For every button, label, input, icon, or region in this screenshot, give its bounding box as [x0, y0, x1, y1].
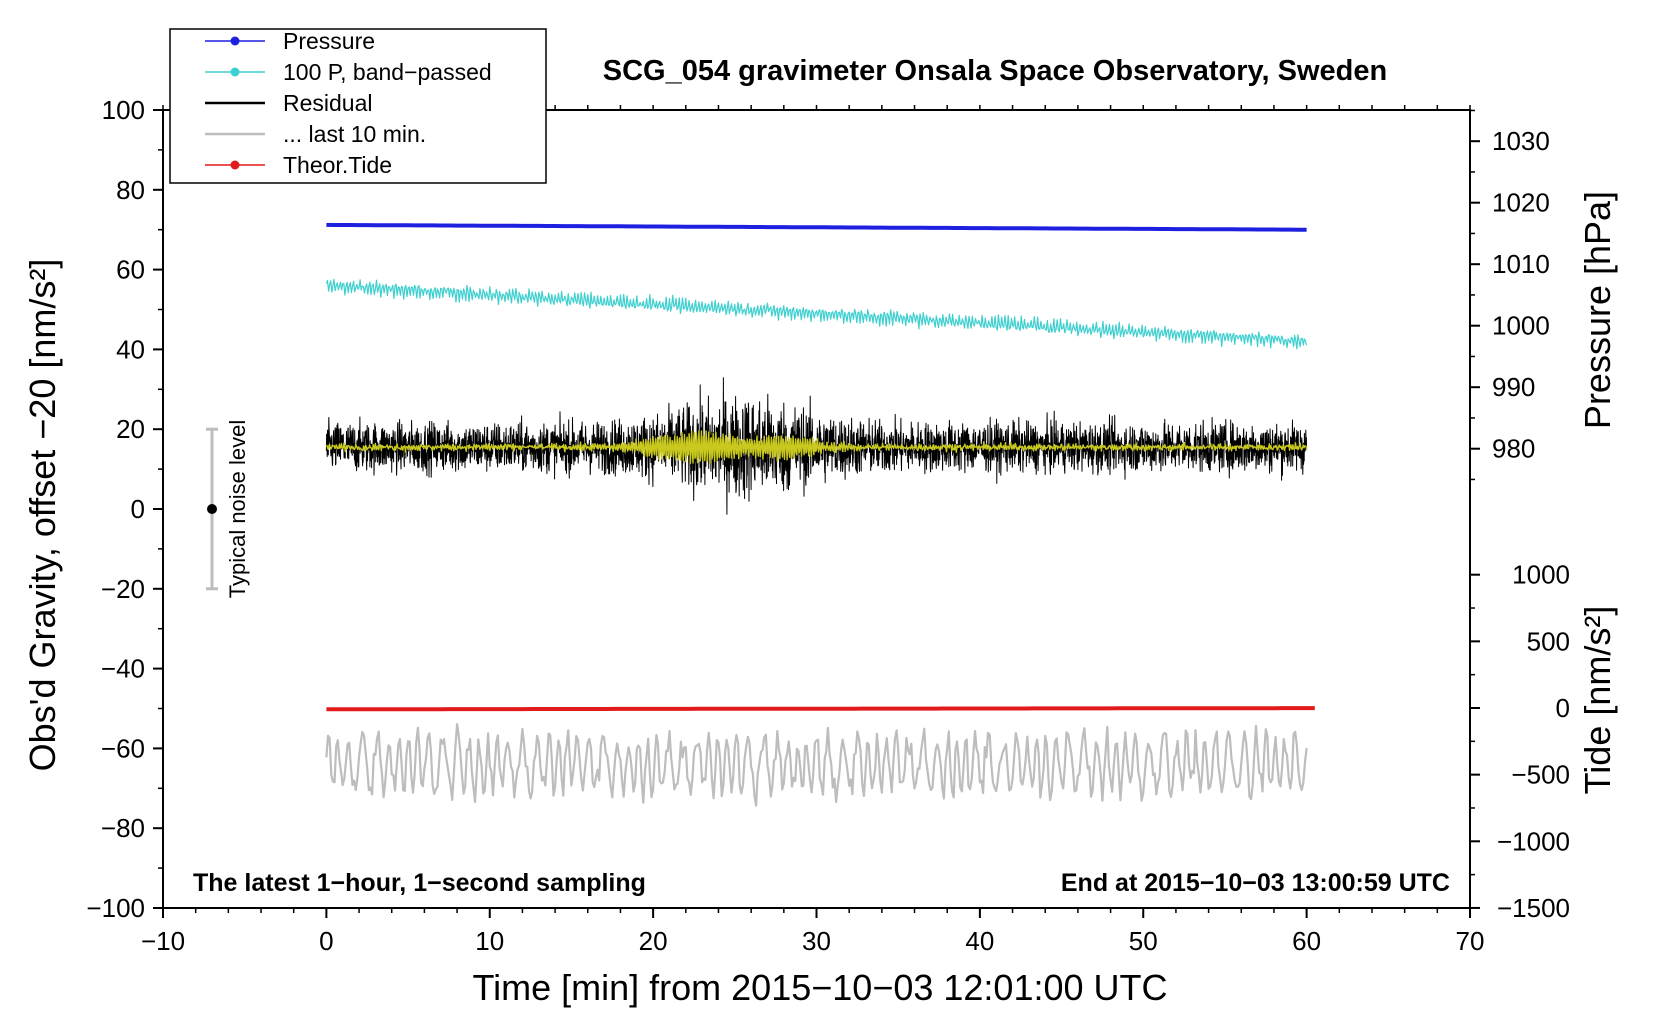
pressure-tick-label: 1030: [1492, 126, 1550, 156]
noise-bar-center-dot: [207, 504, 218, 514]
series-theoretical-tide: [326, 706, 1315, 712]
y-tick-label: 60: [116, 255, 145, 285]
y-tick-label: 100: [102, 95, 145, 125]
x-tick-label: −10: [141, 926, 185, 956]
tide-tick-label: −500: [1511, 760, 1570, 790]
annotation-sampling: The latest 1−hour, 1−second sampling: [193, 869, 646, 897]
legend-label: 100 P, band−passed: [283, 59, 492, 85]
x-tick-label: 40: [965, 926, 994, 956]
y-axis-label-pressure: Pressure [hPa]: [1577, 191, 1618, 429]
tide-tick-label: −1000: [1497, 826, 1570, 856]
chart-title: SCG_054 gravimeter Onsala Space Observat…: [603, 55, 1387, 87]
tide-tick-label: 500: [1527, 626, 1570, 656]
y-axis-label-left: Obs'd Gravity, offset −20 [nm/s²]: [22, 259, 63, 772]
legend-marker: [230, 67, 240, 77]
legend-box: [169, 28, 547, 184]
legend-label: Pressure: [283, 28, 375, 54]
pressure-tick-label: 1000: [1492, 311, 1550, 341]
pressure-tick-label: 1020: [1492, 188, 1550, 218]
y-tick-label: 80: [116, 175, 145, 205]
x-tick-label: 50: [1129, 926, 1158, 956]
series-layer: [325, 222, 1315, 807]
series-residual: [325, 377, 1308, 515]
x-tick-label: 60: [1292, 926, 1321, 956]
series-pressure: [326, 222, 1307, 232]
y-tick-label: −60: [101, 733, 145, 763]
axes-layer: −10 0 10 20 30 40 50 60 70−100−80−60−40−20020406…: [86, 95, 1570, 956]
series-band-passed-pressure: [325, 278, 1308, 350]
y-tick-label: 20: [116, 414, 145, 444]
y-tick-label: 0: [131, 494, 145, 524]
x-tick-label: 70: [1456, 926, 1485, 956]
y-tick-label: −20: [101, 574, 145, 604]
x-tick-label: 10: [475, 926, 504, 956]
legend-label: Residual: [283, 90, 373, 116]
tide-tick-label: 0: [1556, 693, 1570, 723]
y-tick-label: 40: [116, 334, 145, 364]
pressure-tick-label: 980: [1492, 434, 1535, 464]
y-axis-label-tide: Tide [nm/s²]: [1577, 606, 1618, 795]
y-tick-label: −80: [101, 813, 145, 843]
series-last-10-min: [325, 723, 1308, 807]
x-axis-label: Time [min] from 2015−10−03 12:01:00 UTC: [472, 967, 1167, 1008]
y-tick-label: −100: [86, 893, 145, 923]
legend-label: Theor.Tide: [283, 152, 392, 178]
series-residual-smoothed: [325, 430, 1308, 465]
tide-tick-label: 1000: [1512, 560, 1570, 590]
y-tick-label: −40: [101, 654, 145, 684]
legend-marker: [230, 160, 240, 170]
legend: Pressure 100 P, band−passed Residual ... la…: [169, 28, 547, 184]
noise-level-indicator: Typical noise level: [206, 420, 250, 599]
x-tick-label: 20: [639, 926, 668, 956]
legend-label: ... last 10 min.: [283, 121, 426, 147]
x-tick-label: 30: [802, 926, 831, 956]
legend-marker: [230, 36, 240, 46]
noise-bar-label: Typical noise level: [225, 420, 250, 599]
annotation-end-time: End at 2015−10−03 13:00:59 UTC: [1061, 869, 1450, 897]
pressure-tick-label: 1010: [1492, 249, 1550, 279]
tide-tick-label: −1500: [1497, 893, 1570, 923]
pressure-tick-label: 990: [1492, 372, 1535, 402]
x-tick-label: 0: [319, 926, 333, 956]
